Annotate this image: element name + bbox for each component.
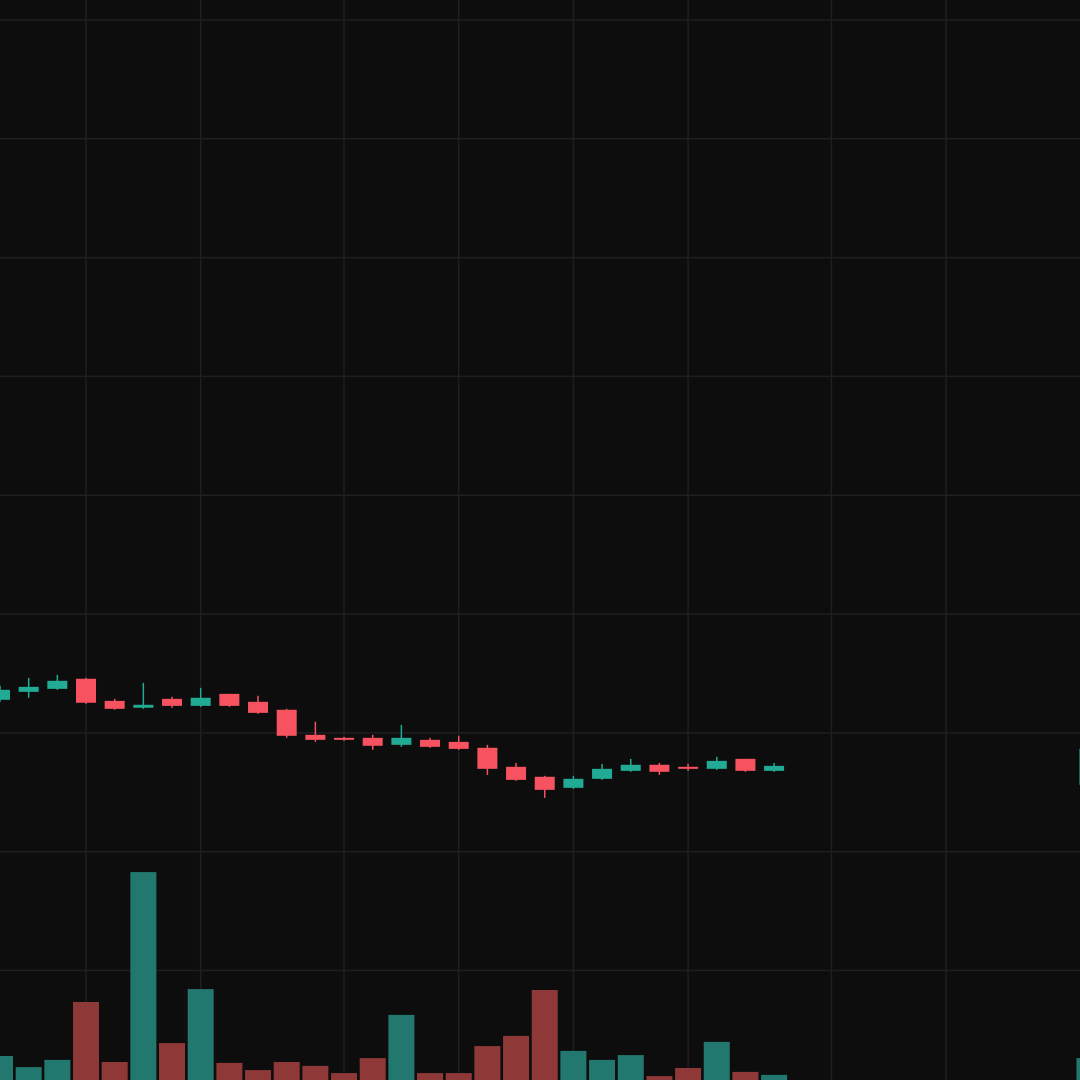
volume-bar [474, 1046, 501, 1080]
volume-bar [15, 1067, 42, 1080]
volume-bar [761, 1074, 788, 1080]
candle-body [678, 766, 699, 769]
candle-body [563, 778, 584, 788]
candle-body [276, 709, 297, 736]
candle-body [305, 734, 326, 740]
candle-body [47, 680, 68, 689]
candle-body [534, 776, 555, 790]
volume-bar [560, 1050, 587, 1080]
candle-body [448, 741, 469, 749]
candle-body [18, 686, 39, 692]
candle-body [391, 737, 412, 745]
candle-body [334, 737, 355, 740]
volume-bar [331, 1073, 358, 1080]
candle-body [706, 760, 727, 769]
volume-bar [159, 1043, 186, 1080]
candle-body [592, 768, 613, 779]
candle-body [76, 678, 97, 703]
volume-bar [0, 1056, 13, 1080]
candle-body [248, 701, 269, 713]
volume-bar [101, 1062, 128, 1080]
volume-bar [503, 1035, 530, 1080]
candle-body [764, 765, 785, 771]
volume-bar [675, 1068, 702, 1080]
volume-bar [187, 989, 214, 1080]
volume-bar [388, 1014, 415, 1080]
volume-bar [646, 1076, 673, 1080]
candle-body [649, 764, 670, 772]
candle-body [190, 697, 211, 706]
candle-body [620, 764, 641, 771]
candle-body [104, 700, 125, 709]
volume-bar [273, 1062, 300, 1080]
volume-bar [732, 1071, 759, 1080]
volume-bar [130, 872, 157, 1080]
candle-body [735, 758, 756, 771]
volume-bar [359, 1058, 386, 1080]
volume-bar [44, 1059, 71, 1080]
candle-body [477, 747, 498, 769]
volume-bar [302, 1065, 329, 1080]
volume-bar [589, 1059, 616, 1080]
volume-bar [216, 1062, 243, 1080]
candle-body [0, 689, 10, 700]
volume-bar [703, 1041, 730, 1080]
candle-body [420, 739, 441, 747]
volume-bar [1076, 1058, 1080, 1080]
candle-body [219, 693, 240, 706]
volume-bar [445, 1073, 472, 1080]
candle-body [162, 698, 183, 706]
candle-body [362, 737, 383, 746]
candle-body [133, 704, 154, 708]
volume-bar [617, 1055, 644, 1080]
volume-bar [73, 1002, 100, 1080]
volume-bar [245, 1070, 272, 1080]
volume-bar [417, 1073, 444, 1080]
candle-body [506, 766, 527, 780]
volume-bar [531, 990, 558, 1080]
